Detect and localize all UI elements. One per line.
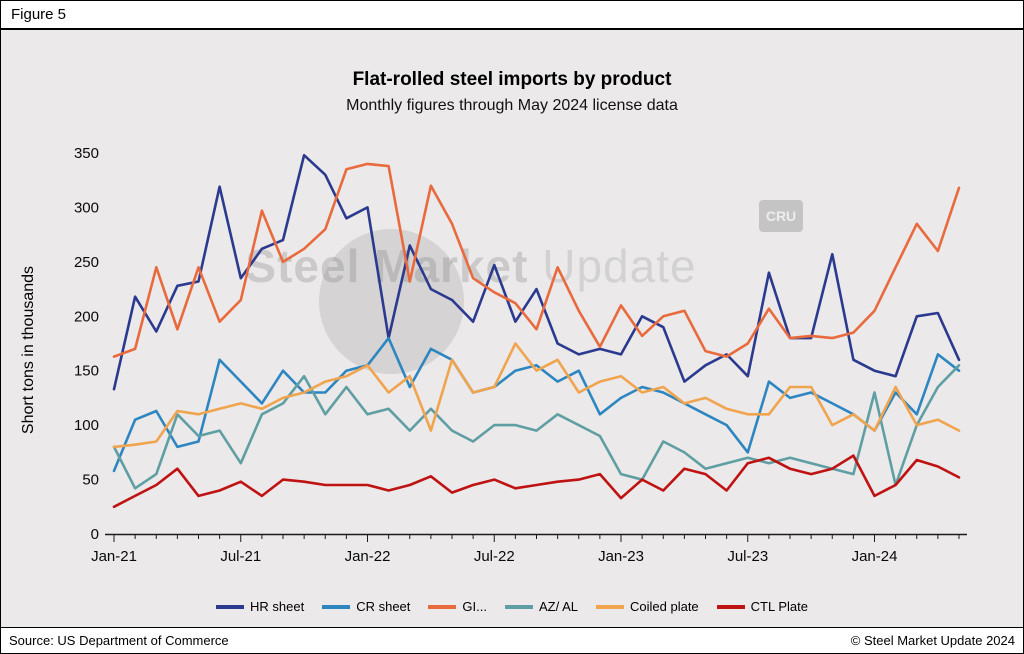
x-tick-label: Jan-22 [345,548,391,565]
legend-item: Coiled plate [596,599,699,614]
legend-item: AZ/ AL [504,599,578,614]
y-tick-label: 50 [82,472,99,489]
figure-header: Figure 5 [1,1,1023,30]
legend-label: CR sheet [356,599,411,614]
y-tick-label: 100 [74,417,99,434]
legend-swatch [428,604,457,609]
legend-item: CTL Plate [716,599,808,614]
x-tick-label: Jan-21 [91,548,137,565]
cru-logo-text: CRU [765,208,797,224]
legend-label: AZ/ AL [538,599,578,614]
x-tick-label: Jul-21 [220,548,261,565]
legend-swatch [716,604,745,609]
legend-label: GI... [462,599,487,614]
watermark-text-update: Update [542,240,697,292]
watermark-text: Steel Market Update [161,239,781,293]
y-tick-label: 250 [74,254,99,271]
chart-title: Flat-rolled steel imports by product [352,69,672,90]
series-line-az-al [112,363,961,490]
source-text: Source: US Department of Commerce [9,633,229,648]
y-tick-label: 300 [74,199,99,216]
watermark-text-secondary [528,240,542,292]
x-tick-label: Jul-23 [727,548,768,565]
legend-swatch [596,604,624,609]
legend-label: Coiled plate [630,599,699,614]
figure-label: Figure 5 [11,6,67,23]
series-line-cr-sheet [112,336,961,473]
copyright-text: © Steel Market Update 2024 [850,633,1015,648]
legend-label: HR sheet [250,599,305,614]
series-line-ctl-plate [112,454,961,509]
legend-item: GI... [428,599,487,614]
chart-legend: HR sheet CR sheet GI... AZ/ AL Coiled plate C… [1,599,1023,614]
y-tick-label: 200 [74,308,99,325]
x-tick-label: Jan-24 [852,548,898,565]
series-line-coiled-plate [112,342,961,449]
legend-swatch [216,604,244,609]
legend-label: CTL Plate [750,599,808,614]
legend-item: CR sheet [322,599,410,614]
legend-swatch [504,604,533,609]
page-footer: Source: US Department of Commerce © Stee… [1,627,1023,653]
watermark-text-primary: Steel Market [245,240,529,292]
x-tick-label: Jul-22 [474,548,515,565]
x-tick-label: Jan-23 [598,548,644,565]
legend-swatch [322,604,351,609]
chart-subtitle: Monthly figures through May 2024 license… [346,97,678,114]
y-axis-title: Short tons in thousands [20,265,37,435]
y-tick-label: 350 [74,145,99,162]
y-tick-label: 150 [74,363,99,380]
y-tick-label: 0 [91,526,99,543]
legend-item: HR sheet [216,599,304,614]
cru-logo: CRU [759,200,803,232]
